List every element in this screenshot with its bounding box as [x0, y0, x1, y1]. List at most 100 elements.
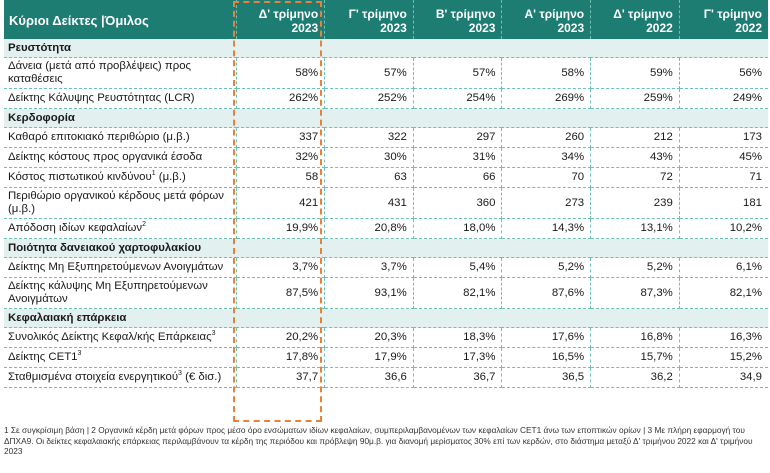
row-label: Δείκτης CET13 [4, 347, 237, 368]
cell-value: 72 [590, 167, 680, 188]
cell-value: 273 [501, 187, 592, 219]
row-label: Δείκτης Κάλυψης Ρευστότητας (LCR) [4, 88, 237, 109]
row-label: Δείκτης κάλυψης Μη Εξυπηρετούμενων Ανοιγ… [4, 277, 237, 309]
cell-value: 431 [324, 187, 414, 219]
cell-value: 16,5% [501, 347, 592, 368]
header-line: Γ' τρίμηνο [348, 6, 407, 21]
cell-value: 212 [590, 127, 680, 148]
cell-value: 36,2 [590, 367, 680, 388]
section-row: Κεφαλαιακή επάρκεια [4, 308, 768, 328]
footnote: 1 Σε συγκρίσιμη βάση | 2 Οργανικά κέρδη … [4, 425, 753, 457]
kpi-table-container: Κύριοι Δείκτες |Όμιλος Δ' τρίμηνο 2023 Γ' τ… [4, 0, 768, 456]
section-title: Ποιότητα δανειακού χαρτοφυλακίου [4, 238, 768, 258]
cell-value: 82,1% [679, 277, 768, 309]
cell-value: 18,3% [413, 327, 503, 348]
cell-value: 43% [590, 147, 680, 168]
cell-value: 56% [679, 57, 768, 89]
table-row: Δείκτης Κάλυψης Ρευστότητας (LCR) 262% 252… [4, 88, 768, 109]
cell-value: 34% [501, 147, 592, 168]
row-label-text: Συνολικός Δείκτης Κεφαλ/κής Επάρκειας [8, 331, 212, 343]
table-header: Κύριοι Δείκτες |Όμιλος Δ' τρίμηνο 2023 Γ' τ… [4, 0, 768, 39]
footnote-marker: 3 [178, 370, 182, 378]
cell-value: 421 [236, 187, 326, 219]
row-label-text: Κόστος πιστωτικού κινδύνου [8, 171, 152, 183]
cell-value: 13,1% [590, 218, 680, 239]
cell-value: 59% [590, 57, 680, 89]
table-row: Κόστος πιστωτικού κινδύνου1 (μ.β.) 58 63 66… [4, 167, 768, 188]
row-label: Δάνεια (μετά από προβλέψεις) προς καταθέ… [4, 57, 237, 89]
cell-value: 17,9% [324, 347, 414, 368]
row-label-text: Απόδοση ιδίων κεφαλαίων [8, 222, 143, 234]
cell-value: 20,2% [236, 327, 326, 348]
cell-value: 36,6 [324, 367, 414, 388]
table-row: Δείκτης CET13 17,8% 17,9% 17,3% 16,5% 15,7% 15… [4, 347, 768, 368]
header-line: Κύριοι Δείκτες |Όμιλος [9, 12, 149, 28]
header-line: 2023 [380, 20, 407, 35]
cell-value: 30% [324, 147, 414, 168]
cell-value: 5,2% [501, 257, 592, 278]
cell-value: 37,7 [236, 367, 326, 388]
row-label: Περιθώριο οργανικού κέρδους μετά φόρων (… [4, 187, 237, 219]
cell-value: 249% [679, 88, 768, 109]
header-period-4: Α' τρίμηνο 2023 [501, 0, 592, 39]
cell-value: 57% [324, 57, 414, 89]
cell-value: 10,2% [679, 218, 768, 239]
header-line: 2022 [646, 20, 673, 35]
row-label: Απόδοση ιδίων κεφαλαίων2 [4, 218, 237, 239]
section-title: Ρευστότητα [4, 39, 768, 58]
cell-value: 18,0% [413, 218, 503, 239]
cell-value: 45% [679, 147, 768, 168]
cell-value: 16,8% [590, 327, 680, 348]
cell-value: 87,6% [501, 277, 592, 309]
header-line: Γ' τρίμηνο [703, 6, 762, 21]
row-label-text: Δείκτης κόστους προς οργανικά έσοδα [8, 151, 203, 163]
header-line: Δ' τρίμηνο [613, 6, 673, 21]
header-line: 2023 [291, 20, 319, 35]
section-row: Κερδοφορία [4, 108, 768, 128]
header-period-6: Γ' τρίμηνο 2022 [679, 0, 768, 39]
table-row: Απόδοση ιδίων κεφαλαίων2 19,9% 20,8% 18,0% 1… [4, 218, 768, 239]
kpi-table: Κύριοι Δείκτες |Όμιλος Δ' τρίμηνο 2023 Γ' τ… [4, 0, 768, 388]
cell-value: 252% [324, 88, 414, 109]
cell-value: 15,2% [679, 347, 768, 368]
cell-value: 5,4% [413, 257, 503, 278]
cell-value: 58% [236, 57, 326, 89]
row-label: Δείκτης Μη Εξυπηρετούμενων Ανοιγμάτων [4, 257, 237, 278]
cell-value: 71 [679, 167, 768, 188]
cell-value: 57% [413, 57, 503, 89]
header-line: 2023 [557, 20, 585, 35]
row-label: Σταθμισμένα στοιχεία ενεργητικού3 (€ δισ… [4, 367, 237, 388]
cell-value: 58 [236, 167, 326, 188]
row-label: Δείκτης κόστους προς οργανικά έσοδα [4, 147, 237, 168]
cell-value: 254% [413, 88, 503, 109]
footnote-marker: 1 [151, 170, 156, 178]
row-label-text: Δάνεια (μετά από προβλέψεις) προς καταθέ… [8, 60, 192, 85]
footnote-marker: 3 [211, 330, 216, 338]
cell-value: 58% [501, 57, 592, 89]
footnote-marker: 3 [77, 350, 82, 358]
cell-value: 70 [501, 167, 592, 188]
cell-value: 16,3% [679, 327, 768, 348]
section-title: Κερδοφορία [4, 108, 768, 128]
table-row: Περιθώριο οργανικού κέρδους μετά φόρων (… [4, 187, 768, 219]
table-row: Δείκτης Μη Εξυπηρετούμενων Ανοιγμάτων 3,7… [4, 257, 768, 278]
table-row: Σταθμισμένα στοιχεία ενεργητικού3 (€ δισ… [4, 367, 768, 388]
section-row: Ποιότητα δανειακού χαρτοφυλακίου [4, 238, 768, 258]
row-label-text: Δείκτης CET1 [8, 351, 78, 363]
header-period-1: Δ' τρίμηνο 2023 [236, 0, 326, 39]
row-label: Συνολικός Δείκτης Κεφαλ/κής Επάρκειας3 [4, 327, 237, 348]
row-label: Καθαρό επιτοκιακό περιθώριο (μ.β.) [4, 127, 237, 148]
cell-value: 36,7 [413, 367, 503, 388]
header-label: Κύριοι Δείκτες |Όμιλος [4, 0, 237, 39]
table-row: Δάνεια (μετά από προβλέψεις) προς καταθέ… [4, 57, 768, 89]
row-label-text: Σταθμισμένα στοιχεία ενεργητικού [8, 371, 179, 383]
cell-value: 20,3% [324, 327, 414, 348]
header-period-3: Β' τρίμηνο 2023 [413, 0, 503, 39]
cell-value: 3,7% [236, 257, 326, 278]
cell-value: 17,3% [413, 347, 503, 368]
header-row: Κύριοι Δείκτες |Όμιλος Δ' τρίμηνο 2023 Γ' τ… [4, 0, 768, 39]
cell-value: 3,7% [324, 257, 414, 278]
cell-value: 14,3% [501, 218, 592, 239]
cell-value: 5,2% [590, 257, 680, 278]
row-label-unit: (€ δισ.) [181, 371, 222, 383]
